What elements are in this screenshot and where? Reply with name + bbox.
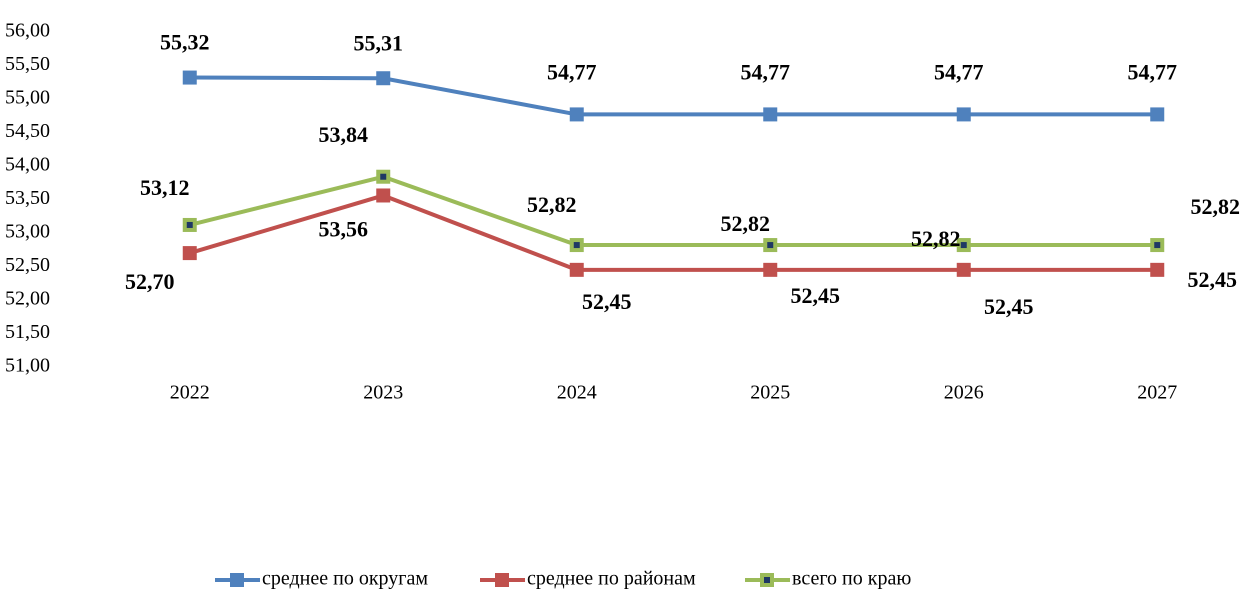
y-tick-label: 53,50 xyxy=(5,187,50,209)
y-tick-label: 53,00 xyxy=(5,221,50,243)
series-line xyxy=(189,174,1158,248)
marker xyxy=(1150,262,1165,277)
legend-marker xyxy=(495,573,509,587)
data-label: 52,82 xyxy=(527,192,577,217)
marker xyxy=(182,70,197,85)
legend-label: среднее по районам xyxy=(527,568,696,590)
y-tick-label: 55,00 xyxy=(5,87,50,109)
marker xyxy=(569,262,584,277)
x-tick-label: 2023 xyxy=(363,382,403,404)
series-line xyxy=(189,193,1158,272)
y-tick-label: 52,50 xyxy=(5,254,50,276)
marker-center xyxy=(767,242,774,249)
marker xyxy=(182,246,197,261)
data-label: 54,77 xyxy=(1128,59,1178,84)
data-label: 53,84 xyxy=(319,122,369,147)
x-tick-label: 2026 xyxy=(944,382,984,404)
data-label: 55,31 xyxy=(354,30,404,55)
legend-marker xyxy=(230,573,244,587)
y-tick-label: 54,50 xyxy=(5,120,50,142)
marker xyxy=(956,107,971,122)
data-label: 55,32 xyxy=(160,30,210,55)
legend-label: всего по краю xyxy=(792,568,911,590)
y-tick-label: 55,50 xyxy=(5,53,50,75)
legend-label: среднее по округам xyxy=(262,568,428,590)
data-label: 53,12 xyxy=(140,175,190,200)
data-label: 52,70 xyxy=(125,269,175,294)
data-label: 54,77 xyxy=(547,59,597,84)
marker xyxy=(763,107,778,122)
data-label: 54,77 xyxy=(934,59,984,84)
marker xyxy=(763,262,778,277)
marker-center xyxy=(573,242,580,249)
marker-center xyxy=(960,242,967,249)
x-tick-label: 2027 xyxy=(1137,382,1177,404)
data-label: 52,82 xyxy=(721,211,771,236)
marker xyxy=(1150,107,1165,122)
marker-center xyxy=(186,221,193,228)
y-tick-label: 52,00 xyxy=(5,288,50,310)
data-label: 52,45 xyxy=(984,294,1034,319)
marker xyxy=(376,188,391,203)
y-tick-label: 51,00 xyxy=(5,355,50,377)
y-tick-label: 56,00 xyxy=(5,20,50,42)
series-line xyxy=(189,75,1158,117)
data-label: 54,77 xyxy=(741,59,791,84)
data-label: 52,45 xyxy=(1188,267,1238,292)
x-tick-label: 2022 xyxy=(170,382,210,404)
data-label: 52,82 xyxy=(1191,194,1241,219)
data-label: 52,45 xyxy=(582,289,632,314)
marker xyxy=(376,71,391,86)
x-tick-label: 2025 xyxy=(750,382,790,404)
data-label: 52,82 xyxy=(911,226,961,251)
marker xyxy=(956,262,971,277)
x-tick-label: 2024 xyxy=(557,382,597,404)
marker-center xyxy=(1154,242,1161,249)
marker-center xyxy=(380,173,387,180)
data-label: 52,45 xyxy=(791,283,841,308)
marker xyxy=(569,107,584,122)
data-label: 53,56 xyxy=(319,217,369,242)
legend-marker-center xyxy=(764,577,770,583)
y-tick-label: 54,00 xyxy=(5,154,50,176)
y-tick-label: 51,50 xyxy=(5,321,50,343)
